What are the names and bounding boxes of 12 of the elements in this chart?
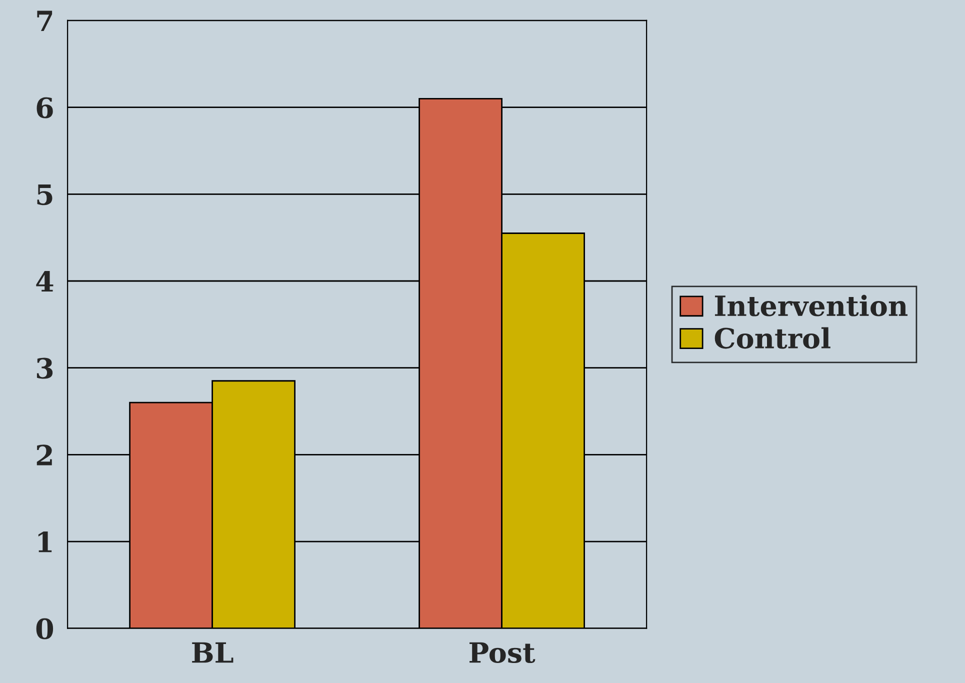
y-tick-label: 4: [36, 270, 54, 292]
y-tick-label: 2: [36, 444, 52, 466]
legend-label: Intervention: [714, 294, 908, 316]
x-tick-label: BL: [192, 642, 234, 663]
x-tick-label: Post: [470, 642, 536, 664]
y-tick-label: 1: [38, 531, 52, 552]
legend-label: Control: [714, 327, 830, 349]
y-tick-label: 5: [37, 184, 52, 206]
y-tick-label: 7: [37, 10, 52, 32]
y-tick-label: 0: [36, 618, 54, 640]
y-tick-label: 6: [36, 97, 53, 118]
y-tick-label: 3: [36, 358, 53, 379]
